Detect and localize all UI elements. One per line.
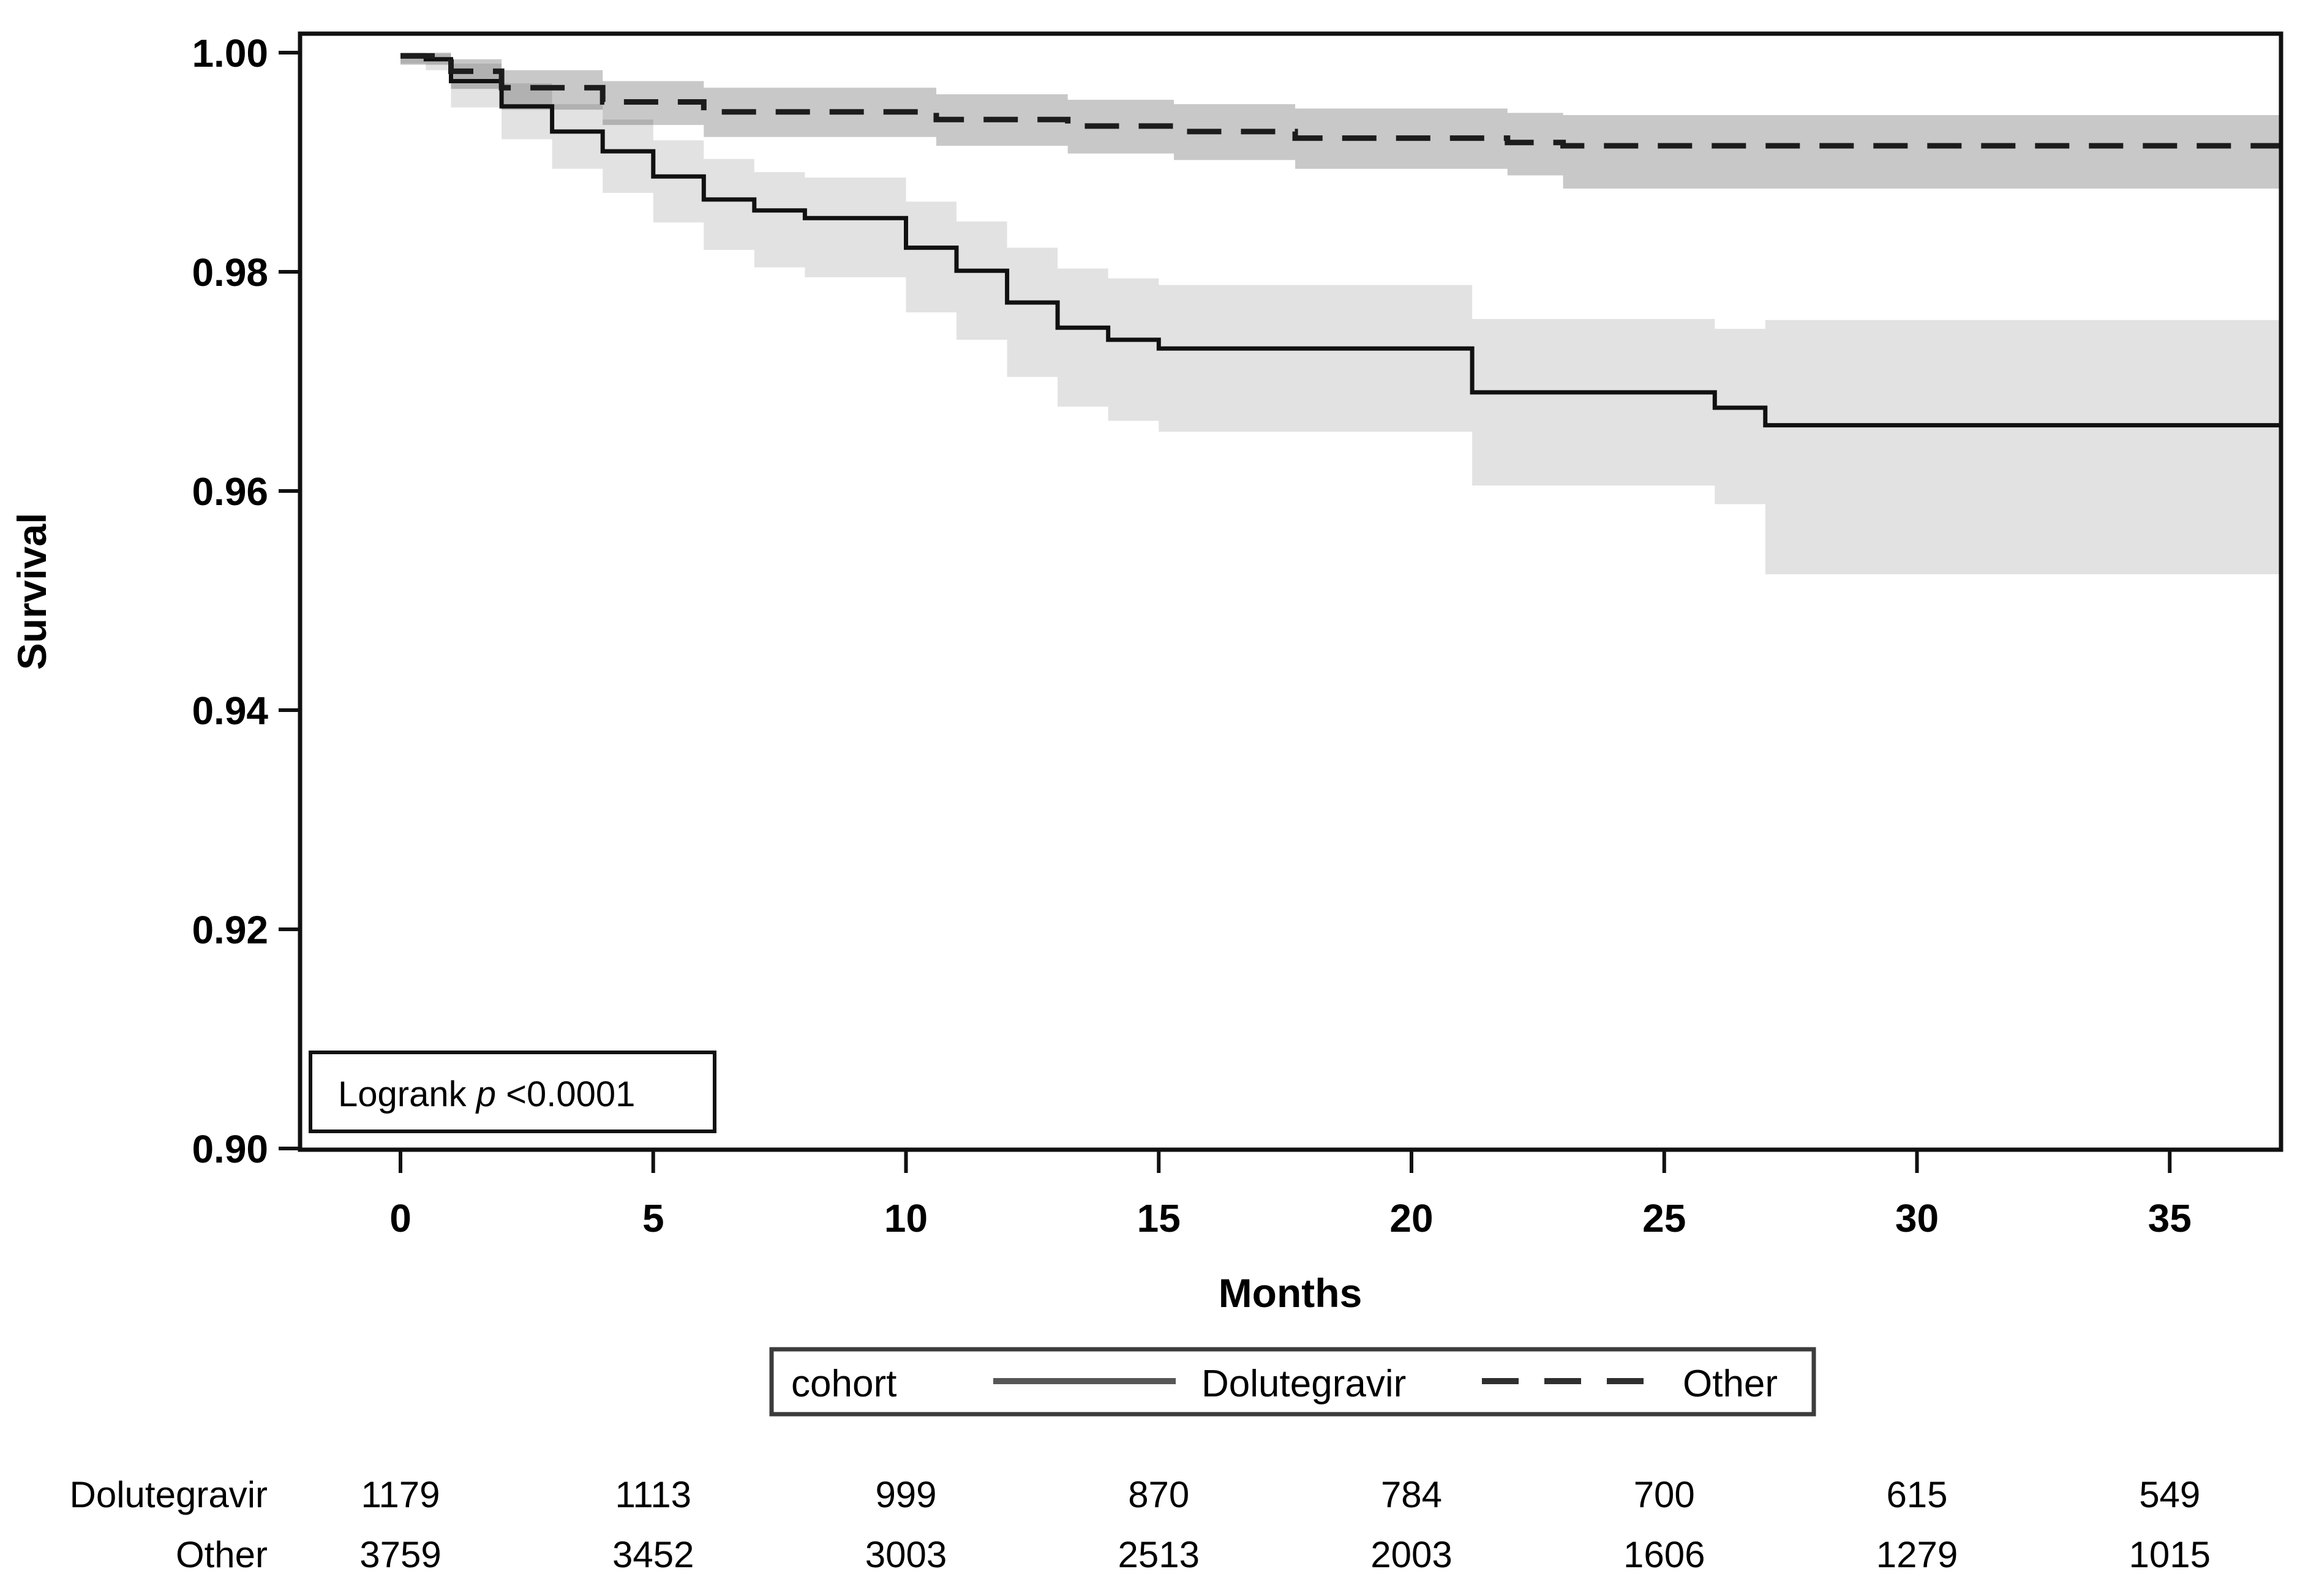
curve-dolutegravir — [400, 53, 2281, 428]
ci-band-other — [400, 53, 2281, 189]
risk-count-other-m25: 1606 — [1623, 1534, 1705, 1575]
x-tick-label: 5 — [642, 1196, 664, 1240]
risk-count-other-m10: 3003 — [865, 1534, 947, 1575]
legend-title: cohort — [791, 1363, 896, 1405]
logrank-text: Logrank p <0.0001 — [338, 1074, 635, 1114]
y-tick-label: 0.96 — [192, 470, 268, 514]
risk-count-other-m20: 2003 — [1370, 1534, 1452, 1575]
risk-count-dolutegravir-m0: 1179 — [361, 1474, 440, 1515]
y-tick-label: 0.90 — [192, 1127, 268, 1171]
x-axis-title: Months — [1219, 1270, 1362, 1316]
y-tick-label: 0.98 — [192, 250, 268, 294]
risk-count-dolutegravir-m10: 999 — [875, 1474, 936, 1515]
logrank-box — [309, 1051, 716, 1133]
risk-count-other-m0: 3759 — [359, 1534, 441, 1575]
risk-number-cells: 1179 1113 999 870 784 700 615 549 3759 3452 3003 25… — [359, 1474, 2211, 1575]
x-tick-label: 30 — [1895, 1196, 1939, 1240]
risk-row-label-dolutegravir: Dolutegravir — [70, 1474, 268, 1515]
risk-count-dolutegravir-m20: 784 — [1381, 1474, 1442, 1515]
risk-count-dolutegravir-m5: 1113 — [615, 1474, 691, 1515]
y-axis-ticks: 1.00 0.98 0.96 0.94 0.92 0.90 — [192, 31, 300, 1171]
risk-count-other-m5: 3452 — [612, 1534, 694, 1575]
risk-count-dolutegravir-m25: 700 — [1634, 1474, 1695, 1515]
risk-count-dolutegravir-m15: 870 — [1128, 1474, 1189, 1515]
curve-other — [400, 53, 2281, 149]
x-tick-label: 0 — [389, 1196, 412, 1240]
x-tick-label: 15 — [1137, 1196, 1181, 1240]
survival-curves — [400, 53, 2281, 428]
ci-band-dolutegravir — [400, 53, 2281, 574]
y-tick-label: 0.94 — [192, 689, 268, 733]
risk-count-other-m15: 2513 — [1118, 1534, 1200, 1575]
x-axis-ticks: 0 5 10 15 20 25 30 35 — [389, 1150, 2192, 1240]
y-axis-title: Survival — [9, 513, 54, 670]
x-tick-label: 25 — [1642, 1196, 1686, 1240]
risk-count-other-m35: 1015 — [2129, 1534, 2211, 1575]
y-tick-label: 0.92 — [192, 908, 268, 952]
legend-label-other: Other — [1683, 1363, 1778, 1405]
risk-count-dolutegravir-m35: 549 — [2139, 1474, 2200, 1515]
risk-row-label-other: Other — [176, 1534, 268, 1575]
plot-border — [298, 31, 2283, 1152]
y-tick-label: 1.00 — [192, 31, 268, 75]
logrank-annotation: Logrank p <0.0001 — [309, 1051, 716, 1133]
x-tick-label: 35 — [2148, 1196, 2192, 1240]
risk-count-dolutegravir-m30: 615 — [1886, 1474, 1947, 1515]
x-tick-label: 10 — [884, 1196, 928, 1240]
legend-label-dolutegravir: Dolutegravir — [1201, 1363, 1406, 1405]
risk-table: Dolutegravir Other 1179 1113 999 870 784 700 6… — [70, 1474, 2211, 1575]
confidence-bands — [400, 53, 2281, 574]
risk-count-other-m30: 1279 — [1876, 1534, 1958, 1575]
x-tick-label: 20 — [1389, 1196, 1433, 1240]
legend: cohort Dolutegravir Other — [769, 1347, 1816, 1417]
